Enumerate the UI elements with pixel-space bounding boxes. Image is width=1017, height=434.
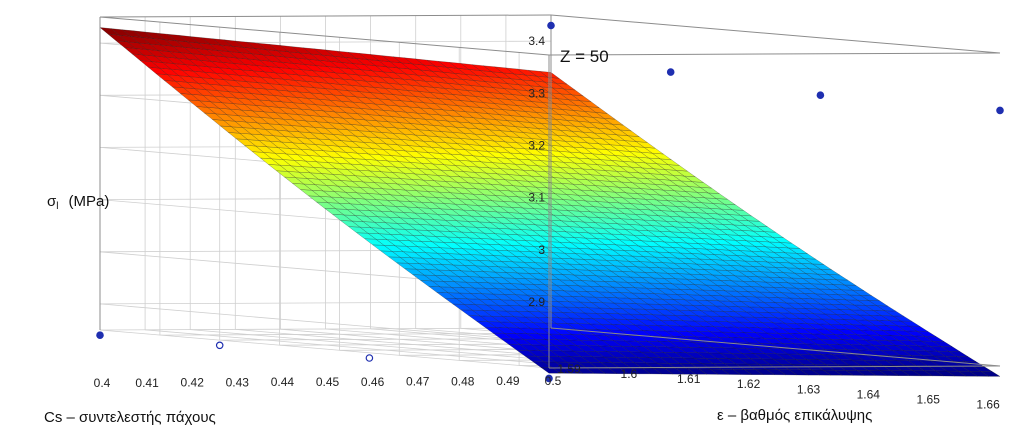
x-axis-label: Cs – συντελεστής πάχους <box>44 409 216 426</box>
data-marker <box>816 91 825 100</box>
z-tick-label: 3 <box>538 243 545 257</box>
data-marker <box>215 341 224 350</box>
y-axis-label: ε – βαθμός επικάλυψης <box>717 407 872 424</box>
top-edge <box>550 14 1001 54</box>
y-tick-label: 1.59 <box>557 362 581 376</box>
y-tick-label: 1.62 <box>737 377 761 391</box>
x-tick-label: 0.44 <box>271 375 295 389</box>
z-tick-label: 2.9 <box>528 295 545 309</box>
x-tick-label: 0.42 <box>181 376 205 390</box>
x-tick-label: 0.41 <box>135 376 159 390</box>
data-marker <box>666 68 675 76</box>
z-annotation: Z = 50 <box>560 47 609 66</box>
data-marker <box>96 331 104 340</box>
tick-labels: 2.9 3 3.1 3.2 3.3 3.4 0.4 0.41 0.42 0.43 0.44 0.45 0… <box>94 34 1000 411</box>
wall-grid-line <box>99 303 550 343</box>
surface-patch <box>99 27 120 36</box>
x-tick-label: 0.47 <box>406 375 430 389</box>
z-tick-label: 3.2 <box>528 138 545 152</box>
x-tick-label: 0.46 <box>361 375 385 389</box>
x-tick-label: 0.5 <box>545 374 562 388</box>
axis-box-edges <box>99 14 1001 369</box>
data-markers <box>96 21 1004 383</box>
x-tick-label: 0.48 <box>451 374 475 388</box>
top-edge <box>99 16 550 56</box>
z-tick-label: 3.3 <box>528 86 545 100</box>
y-tick-label: 1.64 <box>857 387 881 401</box>
data-marker <box>365 354 374 362</box>
data-marker <box>547 21 555 30</box>
y-tick-label: 1.66 <box>976 398 1000 412</box>
y-tick-label: 1.61 <box>677 372 701 386</box>
y-axis-line <box>548 365 1001 369</box>
x-tick-label: 0.45 <box>316 375 340 389</box>
data-marker <box>996 106 1004 115</box>
x-axis-line <box>550 327 1001 367</box>
y-tick-label: 1.65 <box>917 392 941 406</box>
x-tick-label: 0.4 <box>94 376 111 390</box>
y-tick-label: 1.63 <box>797 382 821 396</box>
top-edge <box>548 52 1001 56</box>
x-tick-label: 0.49 <box>496 374 520 388</box>
surface-mesh <box>99 27 1001 377</box>
top-edge <box>99 14 552 18</box>
x-tick-label: 0.43 <box>226 375 250 389</box>
data-marker <box>545 374 553 383</box>
z-axis-symbol: σ <box>47 193 57 210</box>
z-tick-label: 3.4 <box>528 34 545 48</box>
z-axis-label: σl (MPa) <box>47 193 109 212</box>
z-axis-subscript: l <box>56 201 58 212</box>
z-axis-unit: (MPa) <box>69 193 110 210</box>
floor-grid-line <box>99 329 550 369</box>
y-tick-label: 1.6 <box>621 367 638 381</box>
z-tick-label: 3.1 <box>528 191 545 205</box>
